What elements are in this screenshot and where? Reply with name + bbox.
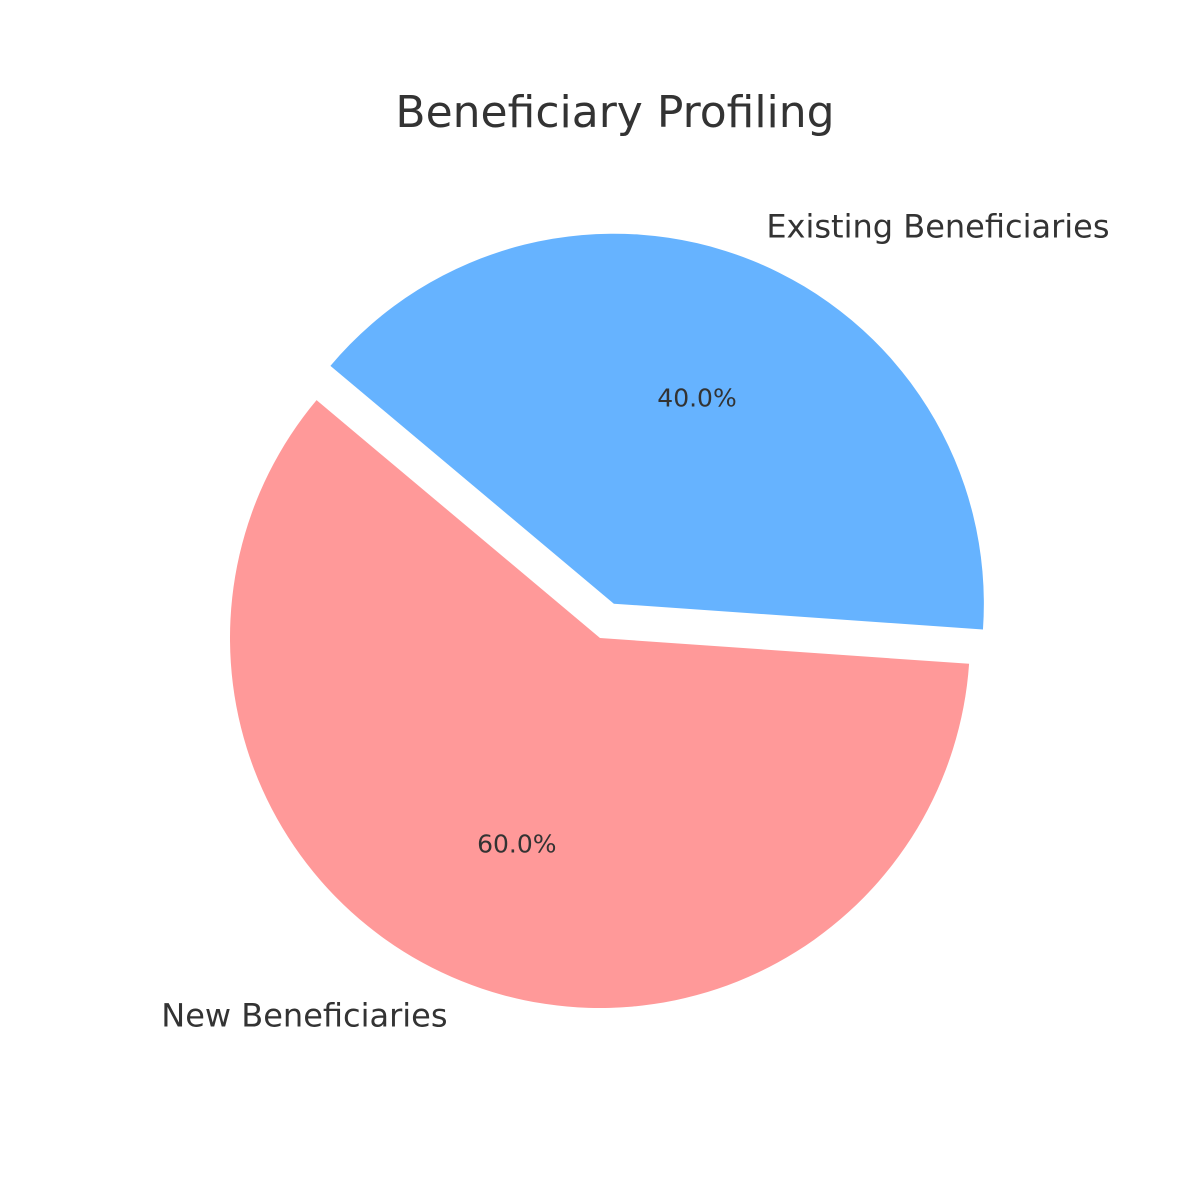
- pie-labels: New Beneficiaries 60.0% Existing Beneficia…: [161, 207, 1109, 1034]
- slice-label-existing-beneficiaries: Existing Beneficiaries: [766, 207, 1109, 245]
- slice-label-new-beneficiaries: New Beneficiaries: [161, 996, 447, 1034]
- percent-label-existing-beneficiaries: 40.0%: [657, 383, 736, 412]
- pie-slices: [230, 233, 984, 1008]
- percent-label-new-beneficiaries: 60.0%: [477, 829, 556, 858]
- pie-slice-new-beneficiaries: [230, 400, 970, 1008]
- chart-title: Beneficiary Profiling: [395, 87, 834, 138]
- pie-slice-existing-beneficiaries: [330, 233, 984, 630]
